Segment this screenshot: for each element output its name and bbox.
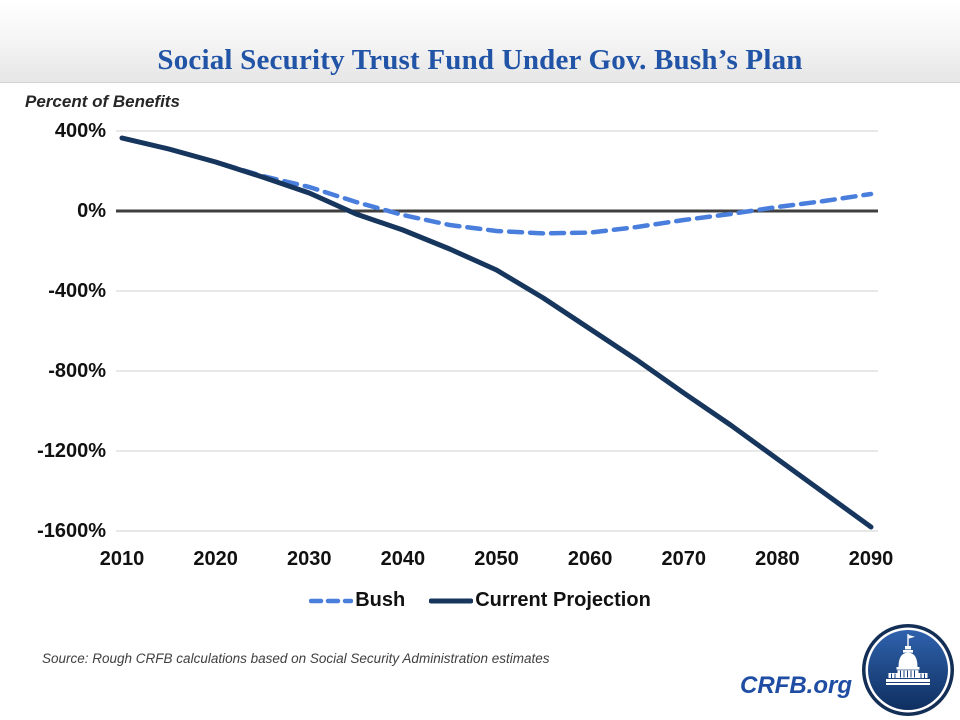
legend-label: Current Projection (475, 589, 651, 611)
bush-line (119, 135, 874, 236)
gridlines (116, 130, 878, 532)
legend-item-current-projection: Current Projection (429, 589, 651, 612)
brand-link[interactable]: CRFB.org (740, 672, 852, 699)
y-tick-label: -400% (48, 280, 106, 302)
x-tick-label: 2060 (567, 548, 613, 570)
page-title: Social Security Trust Fund Under Gov. Bu… (157, 44, 803, 76)
x-tick-label: 2040 (380, 548, 426, 570)
y-tick-label: -1600% (37, 520, 106, 542)
series-lines (119, 135, 874, 530)
crfb-logo (862, 624, 954, 716)
y-tick-label: -800% (48, 360, 106, 382)
legend-current-projection-swatch (429, 598, 474, 603)
source-note: Source: Rough CRFB calculations based on… (42, 651, 550, 666)
x-tick-label: 2010 (99, 548, 145, 570)
y-tick-label: 400% (54, 120, 106, 142)
y-tick-label: -1200% (37, 440, 106, 462)
capitol-dome-icon (886, 634, 930, 685)
x-tick-label: 2080 (755, 548, 800, 570)
chart-legend: Bush Current Projection (0, 589, 960, 612)
title-band (0, 0, 960, 83)
x-tick-label: 2020 (193, 548, 238, 570)
y-axis-unit-label: Percent of Benefits (25, 92, 180, 111)
legend-item-bush: Bush (309, 589, 405, 612)
legend-bush-swatch (309, 598, 354, 603)
x-tick-label: 2090 (848, 548, 894, 570)
x-tick-label: 2030 (287, 548, 332, 570)
current-projection-line (119, 135, 874, 530)
y-tick-label: 0% (77, 200, 106, 222)
legend-label: Bush (355, 589, 406, 611)
x-tick-label: 2070 (661, 548, 707, 570)
x-tick-label: 2050 (474, 548, 519, 570)
